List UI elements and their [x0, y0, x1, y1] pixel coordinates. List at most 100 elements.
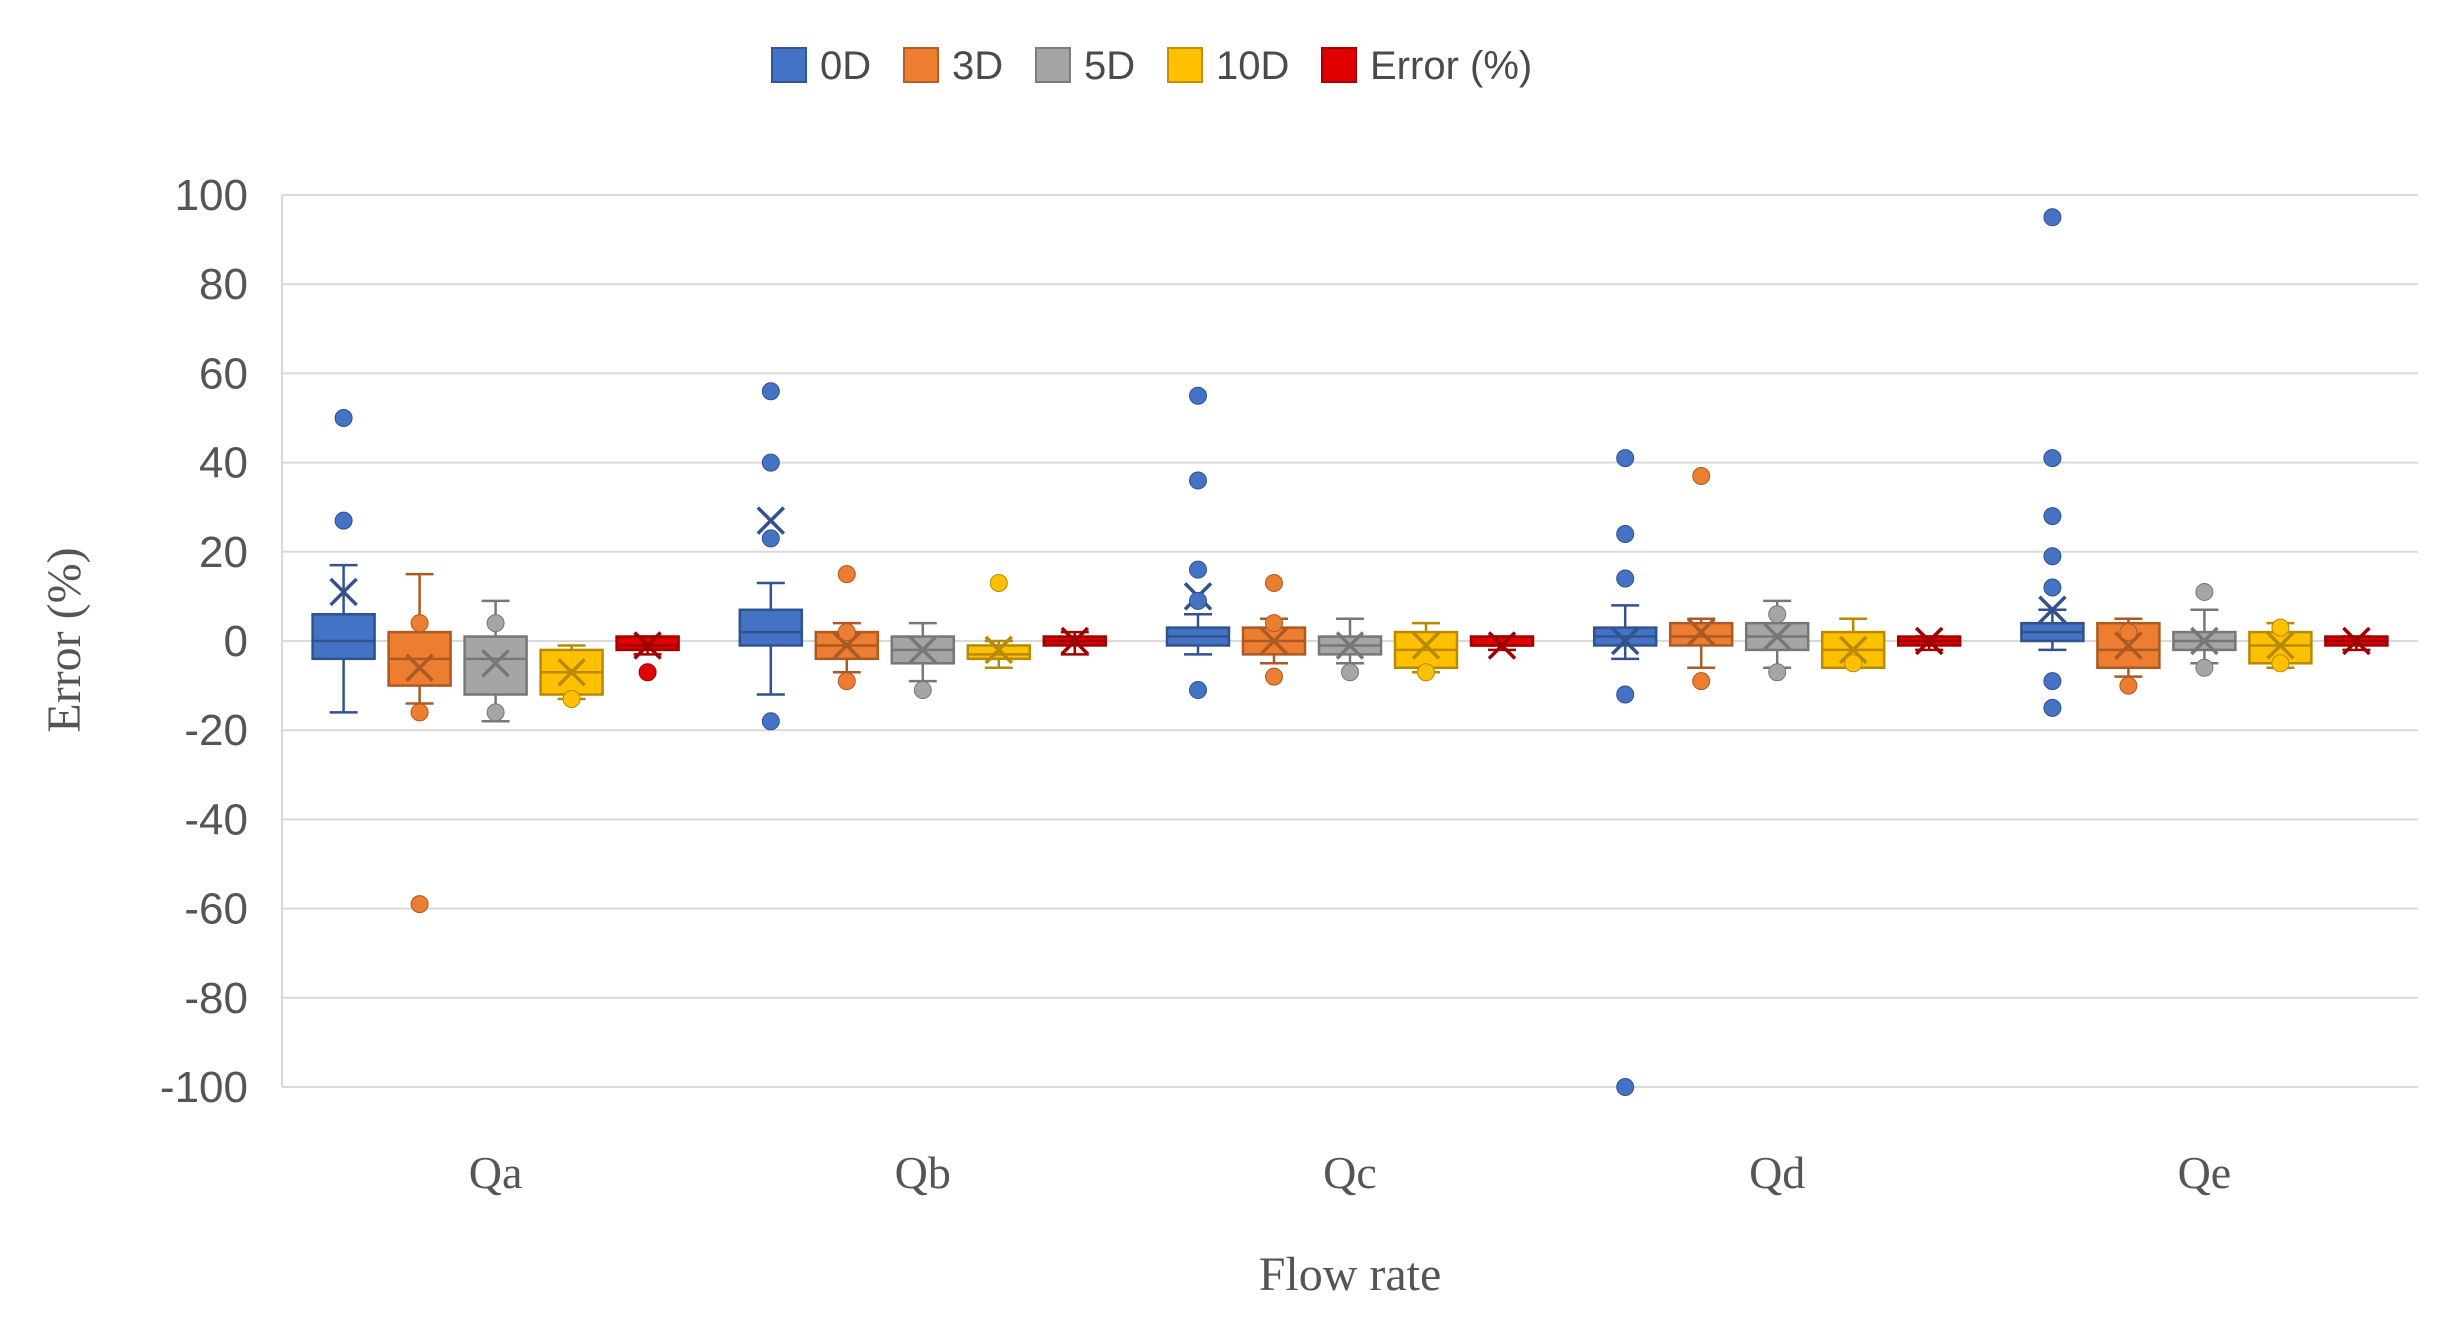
box-5D-Qb — [890, 621, 956, 700]
mean-marker — [2266, 631, 2295, 660]
outlier-point — [761, 712, 780, 731]
box-10D-Qe — [2248, 618, 2313, 673]
outlier-point — [1616, 449, 1635, 468]
outlier-point — [334, 409, 353, 427]
outlier-point — [410, 614, 429, 633]
box-0D-Qb — [738, 382, 804, 731]
outlier-point — [486, 614, 505, 633]
outlier-point — [1265, 667, 1283, 686]
box-0D-Qc — [1165, 386, 1231, 700]
y-tick-label: 80 — [199, 260, 248, 309]
legend-swatch — [771, 47, 807, 83]
outlier-point — [486, 703, 505, 722]
y-tick-label: -80 — [184, 974, 248, 1023]
outlier-point — [2119, 676, 2138, 695]
outlier-point — [837, 623, 856, 642]
box-10D-Qb — [966, 574, 1032, 670]
outlier-point — [1417, 663, 1435, 682]
y-tick-label: -100 — [160, 1063, 248, 1112]
outlier-point — [2043, 547, 2062, 566]
outlier-point — [1692, 466, 1711, 485]
box-10D-Qd — [1820, 617, 1886, 673]
outlier-point — [1692, 672, 1711, 691]
outlier-point — [837, 565, 856, 584]
outlier-point — [1265, 614, 1283, 633]
outlier-point — [1844, 654, 1863, 673]
legend-swatch — [903, 47, 939, 83]
box-Error (%)-Qe — [2324, 626, 2389, 656]
mean-marker — [1335, 631, 1365, 660]
plot-area — [311, 208, 2389, 1096]
box-5D-Qd — [1744, 599, 1810, 682]
mean-marker — [329, 577, 358, 607]
outlier-point — [1616, 524, 1635, 543]
mean-marker — [2342, 626, 2371, 656]
box-0D-Qa — [311, 409, 376, 714]
outlier-point — [2043, 672, 2062, 691]
box-iqr — [311, 612, 376, 661]
box-5D-Qa — [463, 599, 528, 723]
mean-marker — [1838, 635, 1868, 665]
legend-swatch — [1321, 47, 1357, 83]
outlier-point — [2195, 582, 2214, 601]
mean-marker — [1686, 617, 1716, 647]
mean-marker — [1060, 626, 1090, 656]
legend-swatch — [1167, 47, 1203, 83]
mean-marker — [1411, 631, 1441, 660]
legend-label: 5D — [1084, 44, 1135, 88]
y-tick-label: -20 — [184, 706, 248, 755]
box-3D-Qb — [814, 565, 880, 691]
outlier-point — [2119, 623, 2138, 642]
outlier-point — [410, 703, 429, 722]
outlier-point — [1189, 471, 1207, 490]
outlier-point — [913, 681, 932, 700]
box-0D-Qd — [1592, 449, 1658, 1096]
y-tick-label: 40 — [199, 439, 248, 488]
x-tick-label: Qe — [2178, 1147, 2232, 1198]
outlier-point — [2043, 698, 2062, 717]
box-Error (%)-Qa — [615, 631, 680, 682]
outlier-point — [334, 511, 353, 530]
mean-marker — [756, 506, 786, 535]
outlier-point — [2195, 658, 2214, 677]
mean-marker — [2190, 626, 2219, 656]
outlier-point — [638, 663, 657, 682]
y-axis-title: Error (%) — [38, 547, 91, 732]
outlier-point — [1189, 386, 1207, 405]
y-tick-label: 20 — [199, 528, 248, 577]
box-10D-Qa — [539, 644, 604, 708]
x-tick-label: Qb — [895, 1147, 951, 1198]
box-iqr — [738, 608, 804, 647]
outlier-point — [2271, 654, 2290, 673]
outlier-point — [1616, 685, 1635, 704]
y-tick-label: -60 — [184, 885, 248, 934]
mean-marker — [557, 657, 586, 687]
mean-marker — [633, 631, 662, 660]
legend-label: Error (%) — [1370, 44, 1532, 88]
outlier-point — [2043, 578, 2062, 597]
box-3D-Qd — [1668, 466, 1734, 691]
outlier-point — [2043, 208, 2062, 227]
outlier-point — [1189, 591, 1207, 610]
box-Error (%)-Qc — [1469, 631, 1535, 660]
legend-label: 10D — [1216, 44, 1289, 88]
outlier-point — [2043, 449, 2062, 468]
mean-marker — [832, 631, 862, 660]
mean-marker — [2038, 595, 2067, 625]
box-3D-Qc — [1241, 574, 1307, 686]
mean-marker — [481, 649, 510, 678]
outlier-point — [1768, 663, 1787, 682]
box-Error (%)-Qd — [1896, 626, 1962, 656]
outlier-point — [989, 574, 1008, 593]
outlier-point — [1616, 569, 1635, 588]
box-3D-Qa — [387, 572, 452, 914]
y-tick-label: 100 — [175, 171, 248, 220]
mean-marker — [1259, 626, 1289, 656]
outlier-point — [837, 672, 856, 691]
outlier-point — [761, 529, 780, 548]
x-axis-title: Flow rate — [1259, 1248, 1442, 1301]
box-5D-Qe — [2172, 582, 2237, 677]
axes: 100 80 60 40 20 0 -20 -40 -60 -80 -100 Qa Qb Qc Qd Qe — [160, 171, 2418, 1198]
